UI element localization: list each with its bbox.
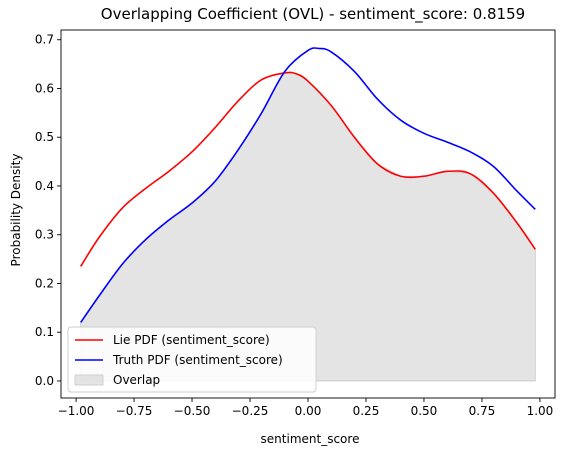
y-axis-label: Probability Density — [9, 154, 23, 267]
y-tick-label: 0.7 — [35, 33, 54, 47]
plot-area: −1.00 −0.75 −0.50 −0.25 0.00 0.25 0.50 0.75 1.00… — [35, 29, 556, 418]
legend-entry-overlap-swatch — [74, 374, 104, 386]
truth-pdf-line — [80, 47, 536, 323]
y-tick-label: 0.3 — [35, 228, 54, 242]
x-tick-label: −0.75 — [116, 404, 153, 418]
legend: Lie PDF (sentiment_score) Truth PDF (sent… — [67, 326, 317, 393]
y-tick-label: 0.4 — [35, 179, 54, 193]
y-tick-label: 0.1 — [35, 325, 54, 339]
x-tick-label: 0.25 — [353, 404, 380, 418]
y-tick-label: 0.2 — [35, 276, 54, 290]
x-tick-label: −0.25 — [232, 404, 269, 418]
legend-entry-lie-label: Lie PDF (sentiment_score) — [113, 333, 270, 347]
x-tick-label: 1.00 — [527, 404, 554, 418]
x-tick-label: −1.00 — [58, 404, 95, 418]
legend-entry-overlap-label: Overlap — [113, 373, 160, 387]
y-tick-label: 0.0 — [35, 374, 54, 388]
y-tick-label: 0.5 — [35, 130, 54, 144]
x-tick-label: 0.00 — [295, 404, 322, 418]
x-tick-label: 0.50 — [411, 404, 438, 418]
legend-entry-truth-label: Truth PDF (sentiment_score) — [112, 353, 283, 367]
x-tick-label: 0.75 — [469, 404, 496, 418]
y-tick-label: 0.6 — [35, 81, 54, 95]
chart-title: Overlapping Coefficient (OVL) - sentimen… — [101, 5, 525, 24]
x-tick-label: −0.50 — [174, 404, 211, 418]
legend-box — [67, 326, 317, 393]
lie-pdf-line — [80, 71, 536, 267]
x-axis-label: sentiment_score — [261, 432, 360, 446]
